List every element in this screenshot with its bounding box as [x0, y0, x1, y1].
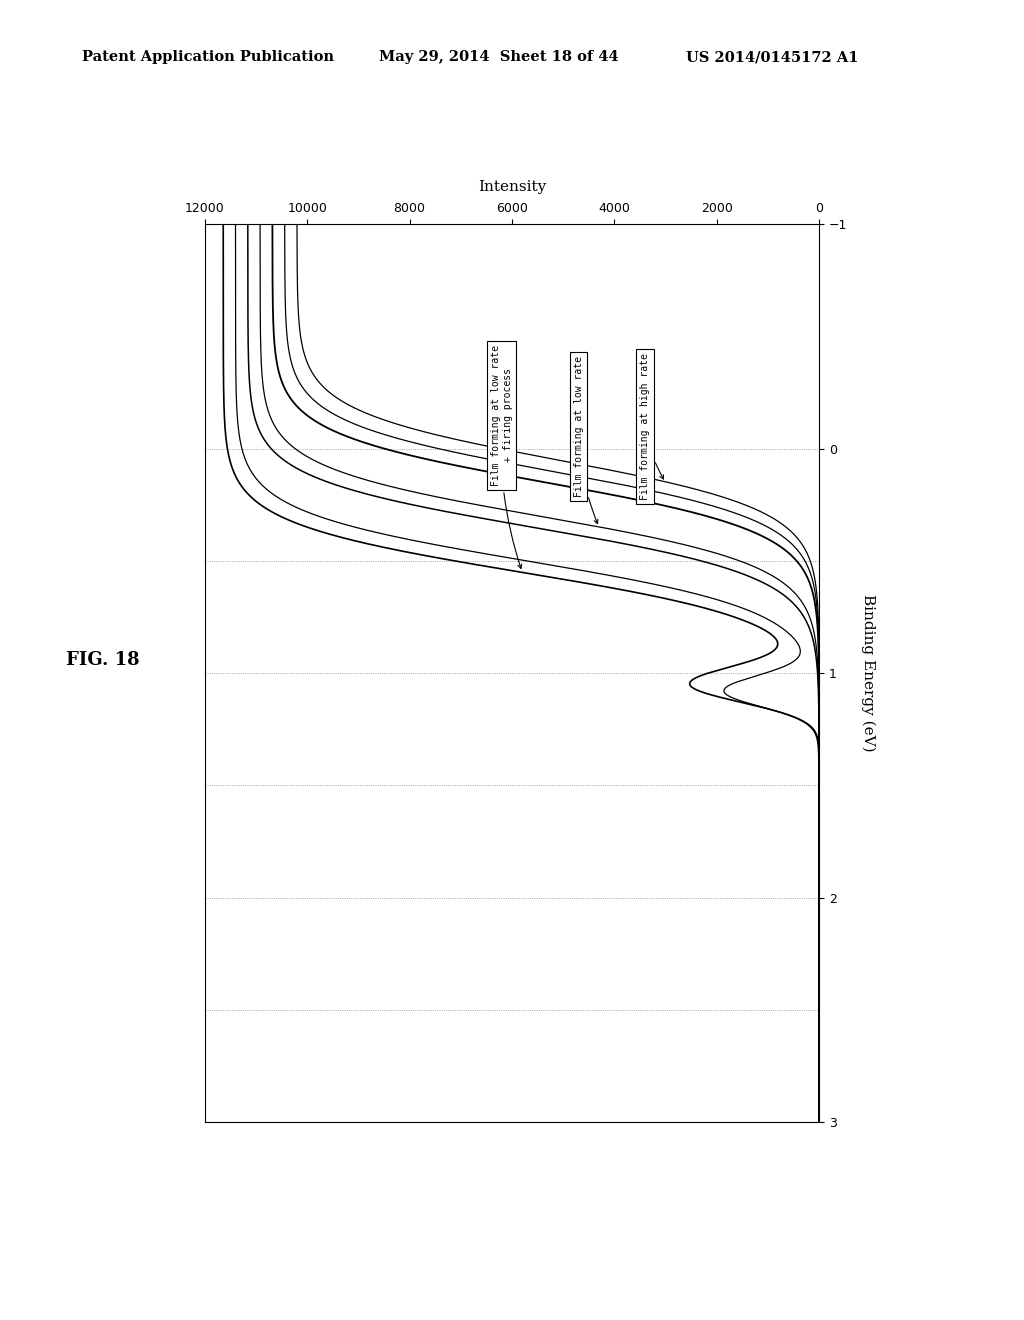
Text: May 29, 2014  Sheet 18 of 44: May 29, 2014 Sheet 18 of 44 [379, 50, 618, 65]
Text: Patent Application Publication: Patent Application Publication [82, 50, 334, 65]
Y-axis label: Binding Energy (eV): Binding Energy (eV) [861, 594, 876, 752]
X-axis label: Intensity: Intensity [478, 180, 546, 194]
Text: FIG. 18: FIG. 18 [66, 651, 139, 669]
Text: Film forming at low rate: Film forming at low rate [573, 356, 598, 524]
Text: US 2014/0145172 A1: US 2014/0145172 A1 [686, 50, 858, 65]
Text: Film forming at high rate: Film forming at high rate [640, 352, 664, 500]
Text: Film forming at low rate
+ firing process: Film forming at low rate + firing proces… [490, 345, 521, 569]
